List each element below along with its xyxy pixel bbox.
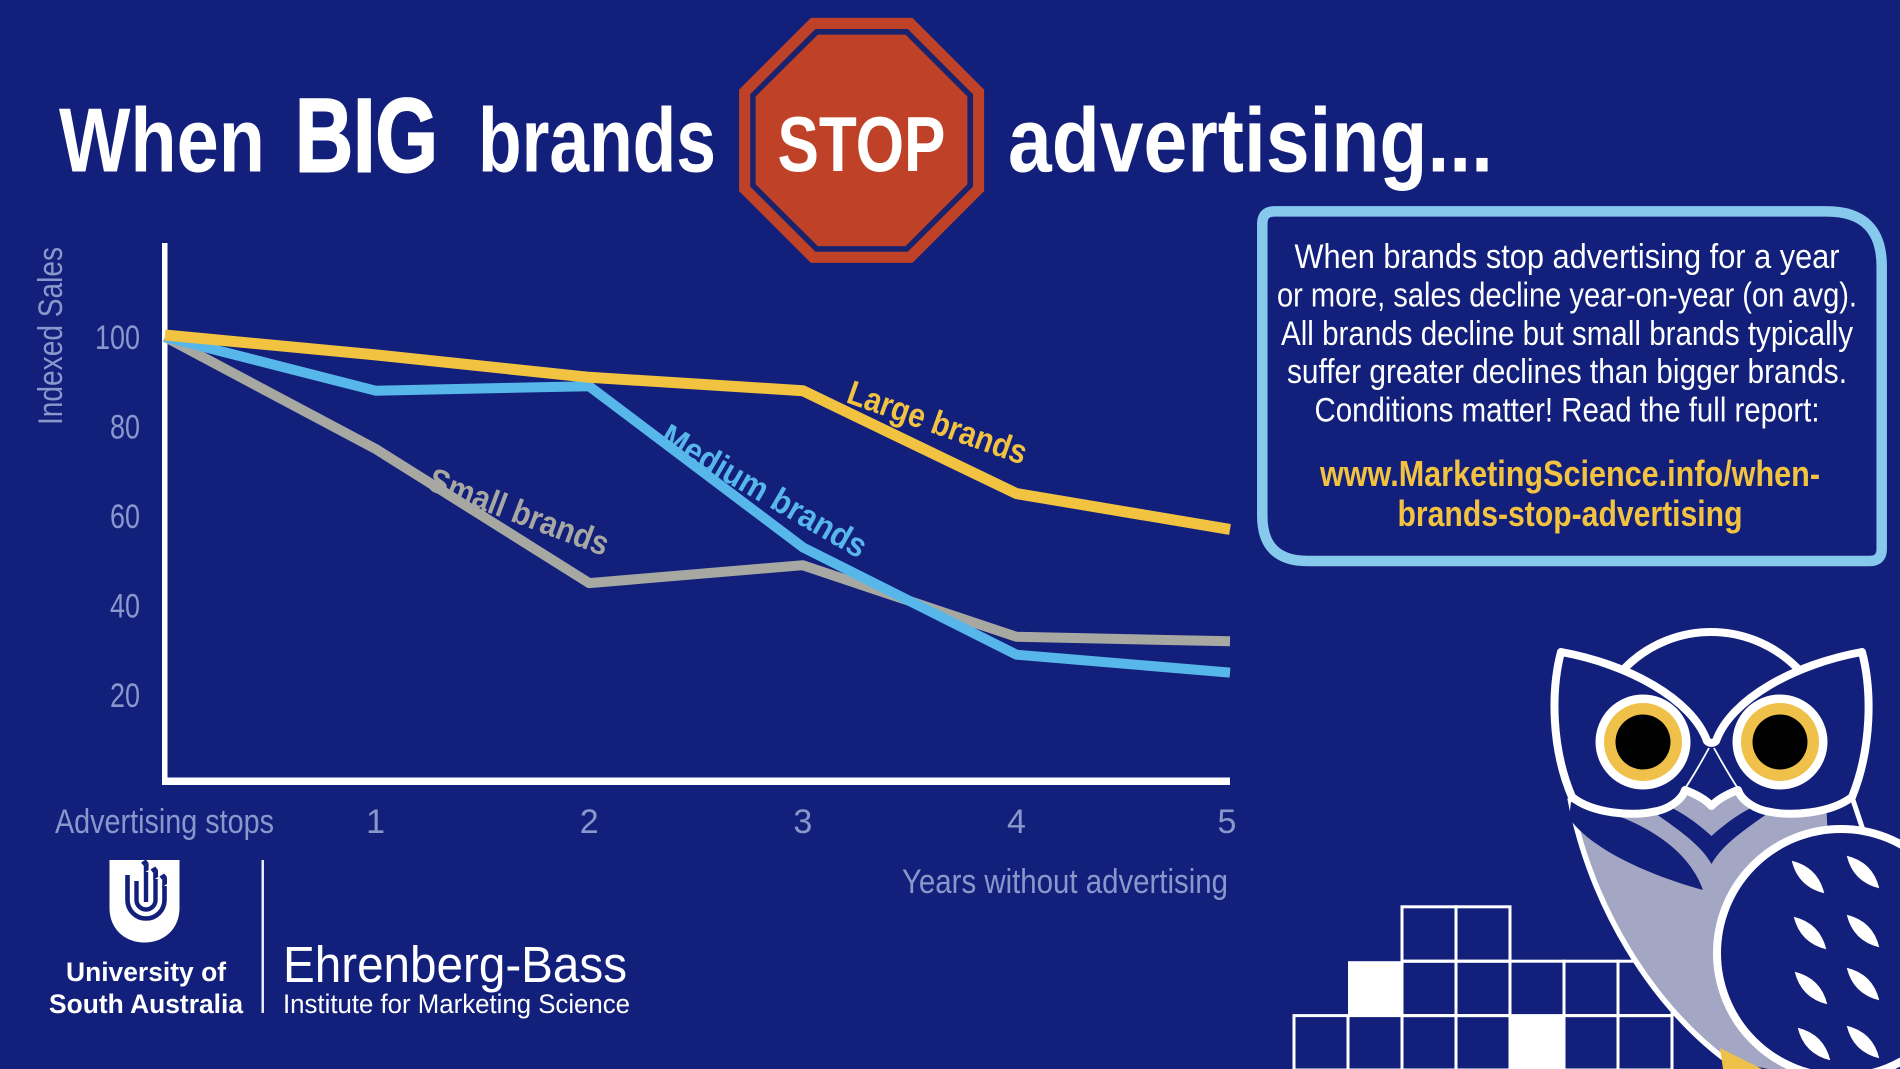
svg-text:brands-stop-advertising: brands-stop-advertising [1398,493,1743,534]
svg-text:Indexed Sales: Indexed Sales [32,247,70,425]
svg-text:1: 1 [366,803,385,841]
svg-text:When brands stop advertising f: When brands stop advertising for a year [1295,238,1840,276]
svg-text:4: 4 [1007,803,1026,841]
svg-text:advertising...: advertising... [1008,91,1493,192]
svg-text:80: 80 [110,409,140,447]
svg-text:STOP: STOP [778,100,946,188]
svg-text:When: When [59,91,265,192]
svg-text:brands: brands [478,91,716,192]
svg-text:2: 2 [580,803,599,841]
svg-text:3: 3 [793,803,812,841]
svg-text:Ehrenberg-Bass: Ehrenberg-Bass [283,936,627,993]
svg-text:40: 40 [110,588,140,626]
svg-text:Years without advertising: Years without advertising [902,863,1228,901]
svg-text:University of: University of [66,957,227,987]
svg-text:Conditions matter! Read the fu: Conditions matter! Read the full report: [1315,392,1820,430]
svg-text:100: 100 [95,319,140,357]
svg-text:Institute for Marketing Scienc: Institute for Marketing Science [283,989,630,1019]
svg-text:www.MarketingScience.info/when: www.MarketingScience.info/when- [1319,453,1820,494]
svg-text:All brands decline but small b: All brands decline but small brands typi… [1281,315,1853,353]
svg-text:20: 20 [110,677,140,715]
svg-text:BIG: BIG [295,78,438,195]
svg-text:5: 5 [1218,803,1237,841]
svg-text:or more, sales decline year-on: or more, sales decline year-on-year (on … [1277,276,1857,314]
svg-text:South Australia: South Australia [49,989,244,1019]
svg-text:suffer greater declines than b: suffer greater declines than bigger bran… [1287,353,1847,391]
svg-text:Advertising stops: Advertising stops [55,803,274,841]
svg-text:60: 60 [110,498,140,536]
